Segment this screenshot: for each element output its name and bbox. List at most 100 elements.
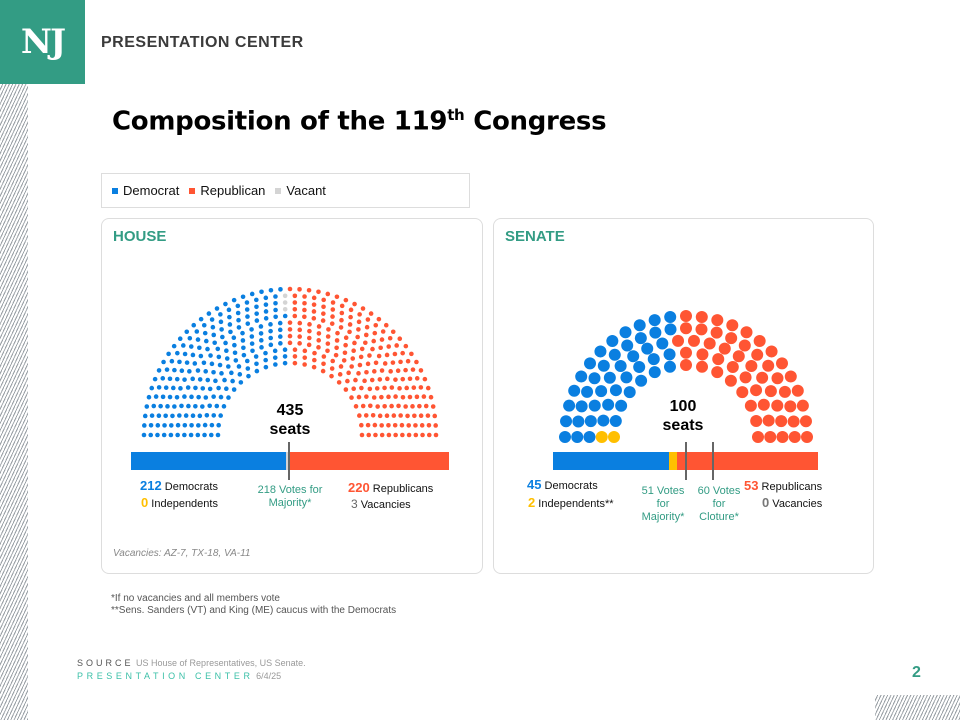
house-vac-label: 3 Vacancies — [351, 497, 411, 511]
house-dem-label: 212 Democrats — [140, 478, 218, 493]
seat-republicans — [297, 341, 302, 346]
seat-republicans — [365, 361, 371, 367]
seat-democrats — [253, 354, 259, 359]
seat-republicans — [330, 307, 336, 312]
seat-democrats — [223, 340, 228, 346]
seat-democrats — [277, 327, 283, 333]
seat-republicans — [796, 399, 809, 412]
seat-democrats — [164, 367, 170, 372]
seat-democrats — [249, 327, 254, 332]
seat-republicans — [334, 345, 339, 351]
seat-democrats — [263, 302, 269, 307]
seat-republicans — [736, 386, 749, 399]
seat-republicans — [404, 385, 409, 391]
seat-republicans — [297, 327, 303, 333]
seat-republicans — [775, 415, 788, 428]
seat-democrats — [609, 414, 622, 427]
seat-democrats — [282, 354, 288, 359]
seat-republicans — [369, 377, 375, 383]
seat-democrats — [614, 360, 627, 373]
senate-total: 100 seats — [643, 397, 723, 435]
seat-democrats — [153, 394, 159, 399]
seat-republicans — [680, 322, 692, 335]
seat-democrats — [211, 394, 216, 399]
seat-democrats — [268, 342, 274, 348]
seat-democrats — [168, 432, 174, 438]
seat-democrats — [177, 413, 182, 418]
seat-democrats — [563, 399, 576, 412]
seat-republicans — [321, 311, 326, 316]
seat-republicans — [680, 359, 692, 371]
seat-republicans — [364, 324, 370, 330]
seat-republicans — [739, 371, 752, 384]
seat-republicans — [356, 319, 362, 325]
seat-republicans — [400, 432, 405, 438]
seat-republicans — [425, 413, 431, 418]
seat-democrats — [226, 307, 232, 313]
page-title: Composition of the 119th Congress — [112, 106, 607, 137]
seat-republicans — [342, 350, 348, 356]
seat-republicans — [306, 287, 312, 293]
senate-majority-label: 51 Votes for Majority* — [641, 485, 685, 523]
seat-republicans — [413, 423, 418, 428]
seat-democrats — [222, 377, 227, 383]
seat-republicans — [398, 359, 403, 365]
seat-democrats — [220, 334, 225, 340]
seat-democrats — [641, 342, 654, 355]
seat-republicans — [335, 330, 340, 336]
seat-democrats — [588, 372, 601, 385]
seat-democrats — [193, 385, 198, 391]
seat-republicans — [788, 431, 801, 443]
seat-republicans — [738, 339, 751, 352]
seat-republicans — [372, 422, 378, 428]
seat-republicans — [407, 394, 413, 400]
seat-republicans — [375, 404, 380, 409]
seat-democrats — [190, 352, 196, 358]
seat-democrats — [240, 330, 245, 336]
seat-democrats — [231, 297, 237, 303]
senate-ind-count: 2 — [528, 495, 536, 510]
seat-democrats — [207, 403, 212, 409]
seat-republicans — [353, 404, 359, 409]
seat-republicans — [400, 350, 405, 356]
seat-republicans — [391, 413, 397, 418]
seat-democrats — [597, 359, 610, 372]
seat-republicans — [330, 314, 335, 319]
seat-democrats — [223, 301, 228, 307]
seat-democrats — [216, 422, 221, 428]
seat-democrats — [203, 369, 209, 374]
seat-republicans — [292, 306, 298, 312]
seat-republicans — [750, 414, 763, 427]
seat-republicans — [311, 364, 317, 370]
seat-republicans — [406, 423, 412, 428]
seat-democrats — [161, 359, 166, 365]
seat-democrats — [240, 294, 246, 300]
seat-democrats — [263, 364, 269, 370]
seat-democrats — [205, 346, 210, 352]
seat-democrats — [187, 335, 193, 341]
seat-democrats — [263, 357, 268, 363]
seat-democrats — [575, 400, 588, 413]
seat-republicans — [386, 344, 392, 349]
seat-republicans — [371, 369, 377, 374]
seat-democrats — [219, 371, 224, 376]
seat-democrats — [277, 320, 283, 326]
seat-democrats — [195, 337, 201, 342]
seat-republicans — [764, 385, 777, 398]
seat-democrats — [244, 358, 250, 364]
seat-democrats — [572, 415, 585, 428]
seat-republicans — [744, 399, 757, 412]
seat-democrats — [623, 386, 636, 399]
seat-republicans — [337, 372, 343, 377]
seat-democrats — [170, 413, 175, 419]
seat-republicans — [302, 314, 307, 320]
seat-democrats — [192, 361, 198, 366]
seat-republicans — [321, 297, 326, 303]
seat-democrats — [197, 377, 203, 382]
seat-republicans — [359, 432, 365, 438]
seat-republicans — [312, 357, 317, 363]
seat-republicans — [367, 353, 372, 358]
seat-democrats — [278, 287, 283, 292]
seat-republicans — [764, 431, 777, 443]
seat-republicans — [359, 346, 365, 352]
